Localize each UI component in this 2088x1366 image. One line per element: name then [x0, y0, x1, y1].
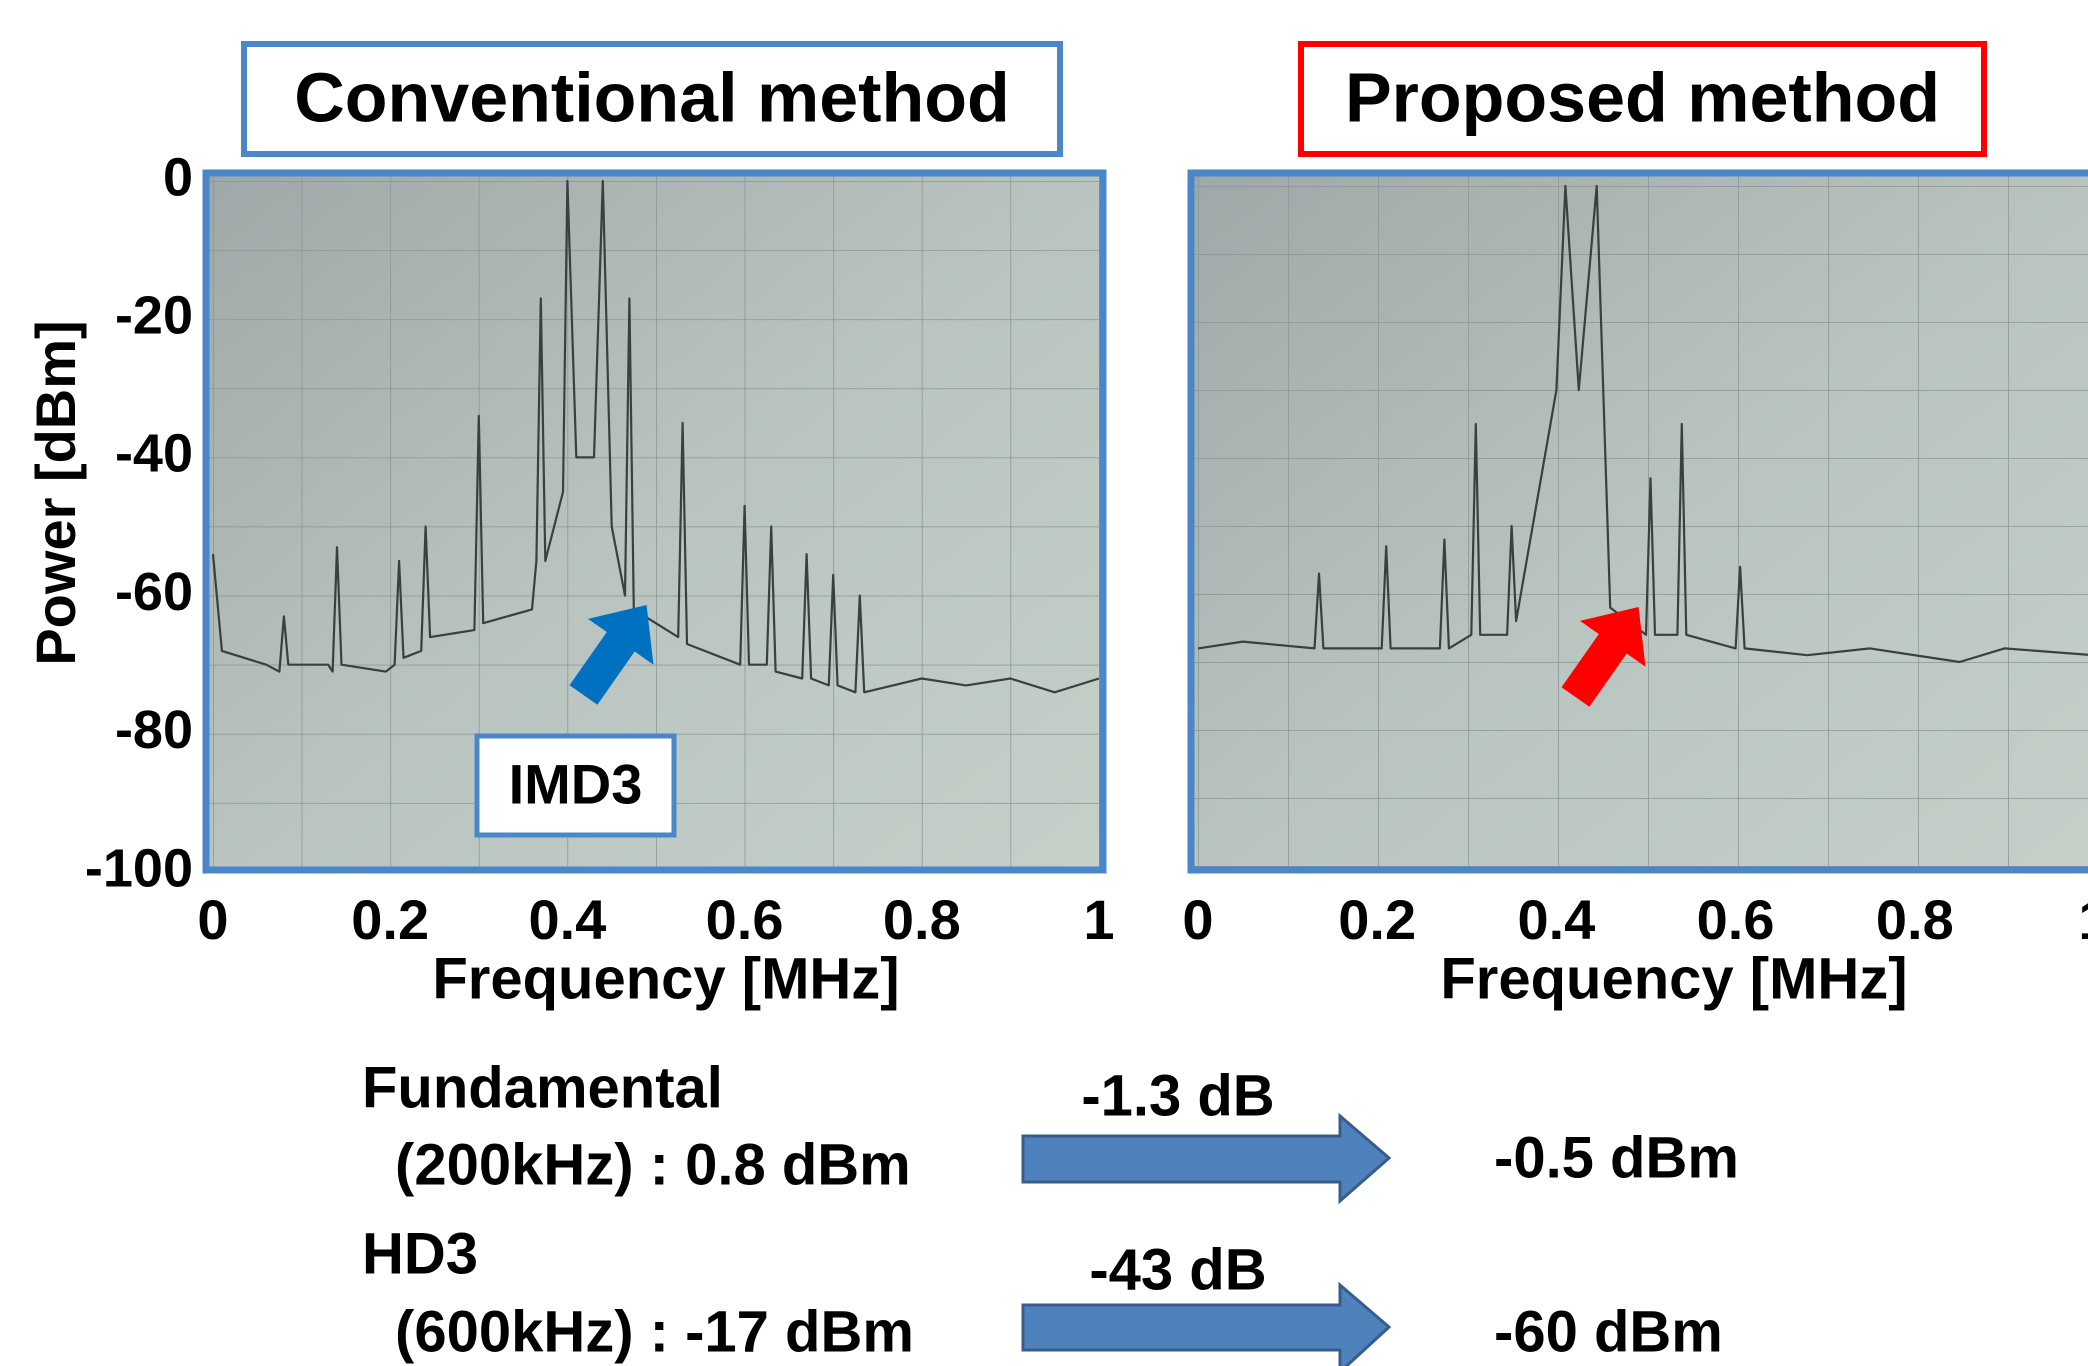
x-axis-label: Frequency [MHz]	[1440, 946, 1907, 1011]
screen-grid	[1191, 173, 2088, 870]
spectrum-line	[211, 179, 1100, 694]
plot-frame	[202, 169, 1107, 874]
plot-frame	[1187, 169, 2088, 874]
y-tick-label: 0	[163, 147, 193, 207]
summary-arrow	[1021, 1112, 1392, 1205]
y-axis-label: Power [dBm]	[24, 320, 87, 665]
x-axis-label: Frequency [MHz]	[432, 946, 899, 1011]
spectrum-line	[1197, 184, 2088, 664]
x-tick-label: 0.6	[1697, 888, 1775, 951]
pointer-arrow	[569, 604, 654, 705]
annotation: IMD3	[509, 752, 643, 815]
x-tick-label: 0.6	[706, 888, 784, 951]
summary-detail: (200kHz) : 0.8 dBm	[395, 1132, 911, 1197]
x-tick-label: 0.8	[883, 888, 961, 951]
y-tick-label: -20	[115, 285, 193, 345]
summary-label: HD3	[362, 1221, 478, 1286]
y-tick-label: -60	[115, 562, 193, 622]
x-tick-label: 0.2	[351, 888, 429, 951]
y-tick-label: -100	[85, 838, 193, 898]
summary-change: -43 dB	[1089, 1237, 1266, 1302]
chart-title: Conventional method	[294, 58, 1010, 136]
x-tick-label: 1	[1083, 888, 1114, 951]
summary-detail: (600kHz) : -17 dBm	[395, 1299, 914, 1364]
x-tick-label: 0.2	[1338, 888, 1416, 951]
summary-arrow	[1021, 1281, 1392, 1366]
y-tick-label: -40	[115, 424, 193, 484]
summary-label: Fundamental	[362, 1055, 723, 1120]
summary-result: -60 dBm	[1494, 1299, 1723, 1364]
title-box	[1298, 41, 1987, 157]
x-tick-label: 0	[197, 888, 228, 951]
x-tick-label: 1	[2078, 888, 2088, 951]
pointer-arrow	[1561, 606, 1646, 707]
title-box	[241, 41, 1063, 157]
x-tick-label: 0	[1182, 888, 1213, 951]
y-tick-label: -80	[115, 700, 193, 760]
chart-title: Proposed method	[1345, 58, 1940, 136]
x-tick-label: 0.8	[1876, 888, 1954, 951]
annotation-box	[474, 733, 677, 838]
summary-change: -1.3 dB	[1081, 1063, 1274, 1128]
x-tick-label: 0.4	[1517, 888, 1595, 951]
x-tick-label: 0.4	[528, 888, 606, 951]
summary-result: -0.5 dBm	[1494, 1125, 1739, 1190]
